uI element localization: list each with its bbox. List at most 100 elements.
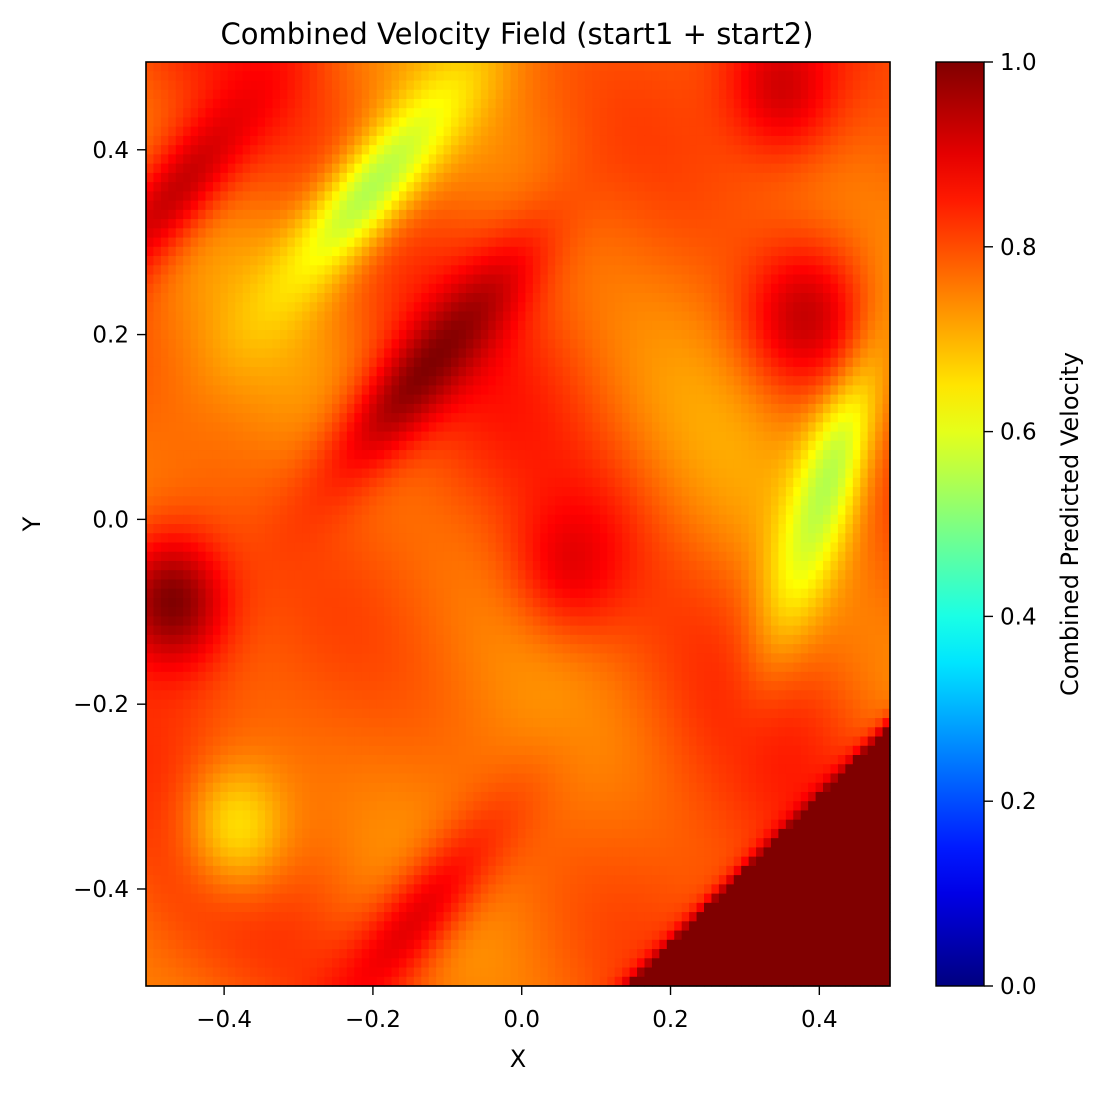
heatmap-cell: [480, 117, 489, 128]
heatmap-cell: [384, 126, 393, 137]
heatmap-cell: [845, 339, 854, 350]
heatmap-cell: [205, 468, 214, 479]
heatmap-cell: [614, 191, 623, 202]
heatmap-cell: [465, 403, 474, 414]
heatmap-cell: [718, 265, 727, 276]
heatmap-cell: [711, 145, 720, 155]
heatmap-cell: [726, 209, 735, 220]
heatmap-cell: [488, 62, 497, 72]
heatmap-cell: [443, 403, 452, 414]
heatmap-cell: [198, 274, 207, 285]
heatmap-cell: [287, 320, 296, 331]
heatmap-cell: [473, 293, 482, 303]
heatmap-cell: [317, 293, 326, 303]
heatmap-cell: [451, 145, 460, 155]
heatmap-cell: [428, 487, 437, 497]
heatmap-cell: [584, 126, 593, 137]
heatmap-cell: [644, 329, 653, 340]
heatmap-cell: [384, 487, 393, 497]
heatmap-cell: [651, 440, 660, 451]
heatmap-cell: [332, 209, 341, 220]
heatmap-cell: [212, 385, 221, 396]
heatmap-cell: [265, 293, 274, 303]
heatmap-cell: [451, 182, 460, 192]
heatmap-cell: [421, 117, 430, 128]
heatmap-cell: [339, 385, 348, 396]
heatmap-cell: [704, 385, 713, 396]
heatmap-cell: [160, 394, 169, 405]
heatmap-cell: [235, 265, 244, 276]
heatmap-cell: [294, 459, 303, 470]
heatmap-cell: [674, 339, 683, 350]
heatmap-cell: [793, 394, 802, 405]
heatmap-cell: [584, 283, 593, 294]
heatmap-cell: [465, 431, 474, 442]
heatmap-cell: [800, 256, 809, 266]
heatmap-cell: [815, 422, 824, 433]
heatmap-cell: [198, 366, 207, 377]
heatmap-cell: [168, 274, 177, 285]
heatmap-cell: [242, 154, 251, 165]
heatmap-cell: [845, 302, 854, 313]
heatmap-cell: [696, 293, 705, 303]
heatmap-cell: [309, 366, 318, 377]
heatmap-cell: [458, 376, 467, 386]
heatmap-cell: [659, 256, 668, 266]
heatmap-cell: [265, 329, 274, 340]
heatmap-cell: [242, 237, 251, 248]
heatmap-cell: [607, 98, 616, 109]
heatmap-cell: [659, 62, 668, 72]
heatmap-cell: [376, 302, 385, 313]
heatmap-cell: [391, 459, 400, 470]
heatmap-cell: [168, 366, 177, 377]
heatmap-cell: [428, 191, 437, 202]
heatmap-cell: [421, 154, 430, 165]
heatmap-cell: [674, 246, 683, 257]
heatmap-cell: [436, 394, 445, 405]
heatmap-cell: [406, 62, 415, 72]
heatmap-cell: [376, 135, 385, 146]
heatmap-cell: [473, 209, 482, 220]
heatmap-cell: [227, 311, 236, 322]
heatmap-cell: [272, 403, 281, 414]
heatmap-cell: [681, 311, 690, 322]
heatmap-cell: [689, 228, 698, 239]
heatmap-cell: [681, 108, 690, 119]
heatmap-cell: [644, 256, 653, 266]
heatmap-cell: [153, 348, 162, 359]
heatmap-cell: [681, 274, 690, 285]
heatmap-cell: [711, 163, 720, 174]
heatmap-cell: [190, 459, 199, 470]
heatmap-cell: [205, 89, 214, 100]
heatmap-cell: [637, 293, 646, 303]
heatmap-cell: [198, 394, 207, 405]
heatmap-cell: [175, 200, 184, 211]
heatmap-cell: [220, 487, 229, 497]
heatmap-cell: [488, 145, 497, 155]
heatmap-cell: [785, 209, 794, 220]
heatmap-cell: [235, 477, 244, 488]
heatmap-cell: [651, 376, 660, 386]
heatmap-cell: [168, 477, 177, 488]
heatmap-cell: [659, 440, 668, 451]
heatmap-cell: [718, 394, 727, 405]
heatmap-cell: [778, 329, 787, 340]
heatmap-cell: [168, 385, 177, 396]
heatmap-cell: [250, 440, 259, 451]
heatmap-cell: [637, 366, 646, 377]
heatmap-cell: [599, 98, 608, 109]
heatmap-cell: [770, 357, 779, 368]
heatmap-cell: [793, 514, 802, 525]
heatmap-cell: [562, 376, 571, 386]
heatmap-cell: [465, 357, 474, 368]
heatmap-cell: [830, 246, 839, 257]
heatmap-cell: [852, 376, 861, 386]
heatmap-cell: [361, 274, 370, 285]
heatmap-cell: [369, 246, 378, 257]
heatmap-cell: [198, 505, 207, 516]
heatmap-cell: [324, 200, 333, 211]
heatmap-cell: [674, 348, 683, 359]
heatmap-cell: [220, 191, 229, 202]
heatmap-cell: [183, 403, 192, 414]
heatmap-cell: [875, 348, 884, 359]
